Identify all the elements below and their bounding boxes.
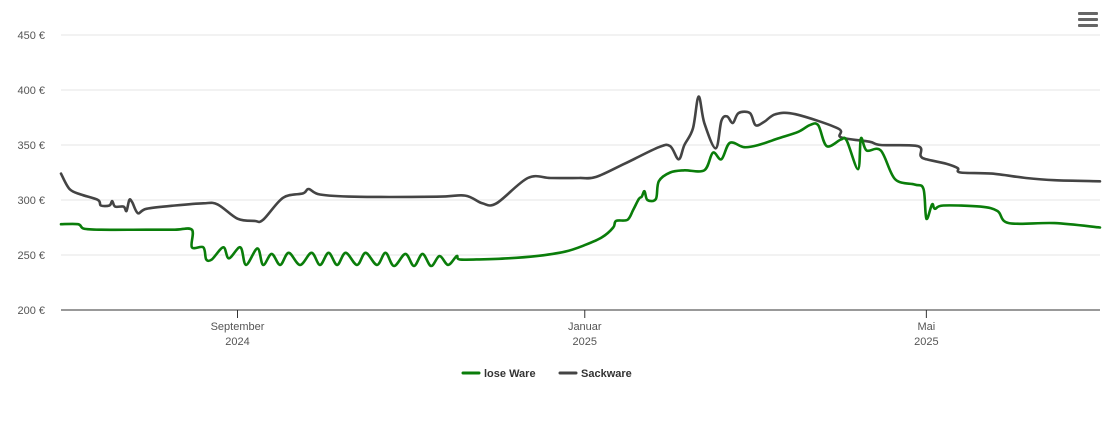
x-tick-label: Januar xyxy=(568,321,602,333)
chart-menu-icon[interactable] xyxy=(1078,12,1098,30)
series-lines xyxy=(59,95,1102,268)
y-tick-label: 350 € xyxy=(17,140,45,152)
legend-item-label: Sackware xyxy=(581,368,632,380)
x-tick-sublabel: 2024 xyxy=(225,336,249,348)
series-line-sackware xyxy=(59,95,1102,224)
y-tick-label: 400 € xyxy=(17,85,45,97)
y-tick-label: 200 € xyxy=(17,305,45,317)
y-axis: 200 € 250 € 300 € 350 € 400 € 450 € xyxy=(17,30,45,317)
series-line-lose-ware xyxy=(59,122,1102,268)
x-tick-label: September xyxy=(211,321,265,333)
legend: lose Ware Sackware xyxy=(461,368,632,380)
grid-lines xyxy=(61,34,1100,256)
legend-item-label: lose Ware xyxy=(484,368,536,380)
y-tick-label: 450 € xyxy=(17,30,45,42)
x-tick-sublabel: 2025 xyxy=(573,336,597,348)
y-tick-label: 300 € xyxy=(17,195,45,207)
y-tick-label: 250 € xyxy=(17,250,45,262)
x-axis: September 2024 Januar 2025 Mai 2025 xyxy=(211,310,939,348)
x-tick-sublabel: 2025 xyxy=(914,336,938,348)
x-tick-label: Mai xyxy=(917,321,935,333)
